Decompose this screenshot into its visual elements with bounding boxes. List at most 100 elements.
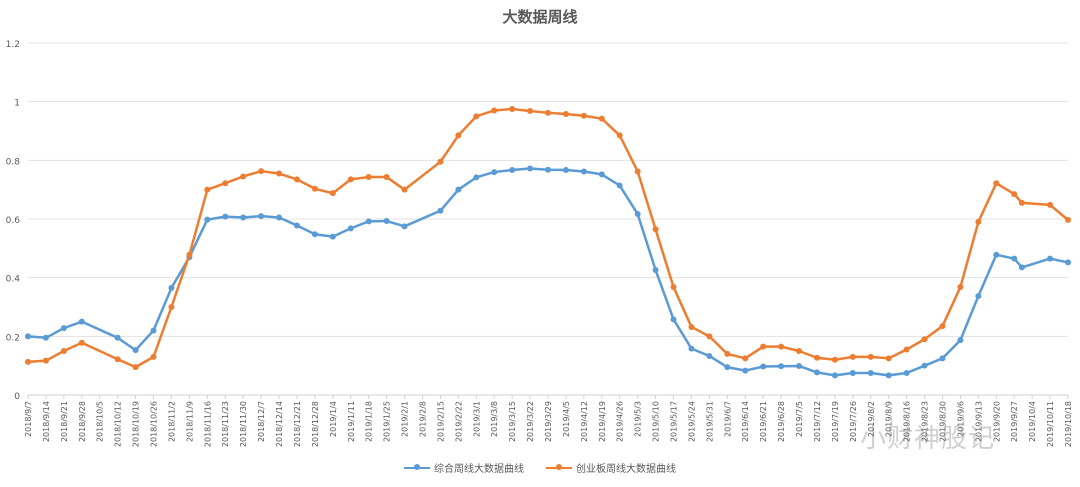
- data-point: [347, 176, 354, 183]
- x-tick-label: 2019/10/4: [1028, 401, 1037, 442]
- data-point: [1065, 216, 1071, 223]
- x-tick-label: 2018/10/19: [132, 401, 141, 447]
- data-point: [849, 370, 856, 376]
- data-point: [867, 353, 874, 360]
- data-point: [491, 107, 498, 114]
- data-point: [365, 218, 372, 225]
- x-tick-label: 2019/4/12: [580, 401, 589, 442]
- data-point: [437, 158, 444, 165]
- y-tick-label: 1: [14, 99, 20, 109]
- x-tick-label: 2019/2/22: [454, 401, 463, 442]
- x-tick-label: 2019/5/24: [687, 401, 696, 442]
- data-point: [276, 214, 283, 221]
- x-tick-label: 2018/9/14: [42, 401, 51, 442]
- data-point: [957, 284, 964, 291]
- data-point: [813, 369, 820, 376]
- data-point: [706, 333, 713, 340]
- x-tick-label: 2019/10/18: [1064, 401, 1073, 447]
- x-tick-label: 2018/12/21: [293, 401, 302, 447]
- x-tick-label: 2019/7/12: [813, 401, 822, 442]
- legend-swatch-composite: [404, 464, 430, 470]
- data-point: [347, 225, 354, 232]
- data-point: [293, 176, 300, 183]
- data-point: [383, 174, 390, 181]
- data-point: [831, 372, 838, 379]
- data-point: [760, 343, 767, 350]
- data-point: [831, 356, 838, 363]
- data-point: [25, 358, 31, 365]
- data-point: [813, 354, 820, 361]
- x-tick-label: 2019/9/6: [956, 401, 965, 437]
- x-tick-label: 2019/9/27: [1010, 401, 1019, 442]
- data-point: [634, 168, 641, 175]
- data-point: [222, 180, 229, 187]
- data-point: [293, 222, 300, 229]
- data-point: [42, 357, 49, 364]
- y-tick-label: 0.6: [6, 216, 21, 226]
- data-point: [885, 355, 892, 362]
- data-point: [437, 207, 444, 214]
- data-point: [545, 166, 551, 173]
- data-point: [796, 348, 803, 354]
- data-point: [491, 169, 498, 176]
- data-point: [616, 132, 623, 139]
- data-point: [204, 186, 211, 193]
- data-point: [688, 345, 695, 352]
- x-tick-label: 2018/11/30: [239, 401, 248, 447]
- data-point: [473, 113, 480, 120]
- data-point: [742, 355, 749, 362]
- data-point: [993, 180, 1000, 187]
- data-point: [527, 165, 534, 172]
- x-tick-label: 2019/8/9: [885, 401, 894, 437]
- data-point: [598, 171, 605, 178]
- data-point: [939, 355, 946, 362]
- data-point: [25, 333, 31, 340]
- x-tick-label: 2019/4/19: [598, 401, 607, 442]
- x-tick-label: 2018/10/5: [96, 401, 105, 442]
- x-tick-label: 2019/3/29: [544, 401, 553, 442]
- data-point: [150, 353, 157, 360]
- x-tick-label: 2019/6/14: [741, 401, 750, 442]
- x-tick-label: 2019/1/25: [383, 401, 392, 442]
- legend-item-composite: 综合周线大数据曲线: [404, 460, 524, 475]
- data-point: [132, 364, 139, 371]
- y-tick-label: 0.8: [6, 157, 21, 167]
- x-tick-label: 2018/10/12: [114, 401, 123, 447]
- data-point: [150, 327, 157, 334]
- x-tick-label: 2019/4/26: [616, 401, 625, 442]
- data-point: [240, 173, 247, 180]
- x-tick-label: 2019/5/31: [705, 401, 714, 442]
- data-point: [276, 170, 283, 177]
- data-point: [240, 214, 247, 221]
- data-point: [652, 267, 659, 274]
- data-point: [1018, 264, 1025, 271]
- x-tick-label: 2019/1/4: [329, 401, 338, 437]
- x-tick-label: 2018/11/2: [167, 401, 176, 442]
- data-point: [760, 363, 767, 370]
- data-point: [562, 110, 569, 117]
- data-point: [1018, 199, 1025, 206]
- x-tick-label: 2019/1/18: [365, 401, 374, 442]
- x-tick-label: 2019/8/23: [921, 401, 930, 442]
- data-point: [204, 216, 211, 223]
- data-point: [1011, 191, 1018, 198]
- data-point: [670, 316, 677, 323]
- data-point: [580, 168, 587, 175]
- data-point: [724, 364, 731, 371]
- x-tick-label: 2019/2/1: [401, 401, 410, 437]
- data-point: [778, 363, 785, 370]
- x-tick-label: 2019/8/30: [938, 401, 947, 442]
- data-point: [78, 318, 85, 325]
- data-point: [365, 174, 372, 181]
- data-point: [724, 350, 731, 357]
- data-point: [885, 372, 892, 379]
- legend: 综合周线大数据曲线 创业板周线大数据曲线: [0, 460, 1080, 475]
- data-point: [1047, 201, 1054, 208]
- data-point: [114, 334, 121, 341]
- data-point: [1011, 255, 1018, 262]
- data-point: [903, 370, 910, 376]
- data-point: [975, 293, 982, 300]
- x-tick-label: 2019/9/20: [992, 401, 1001, 442]
- data-point: [329, 190, 336, 197]
